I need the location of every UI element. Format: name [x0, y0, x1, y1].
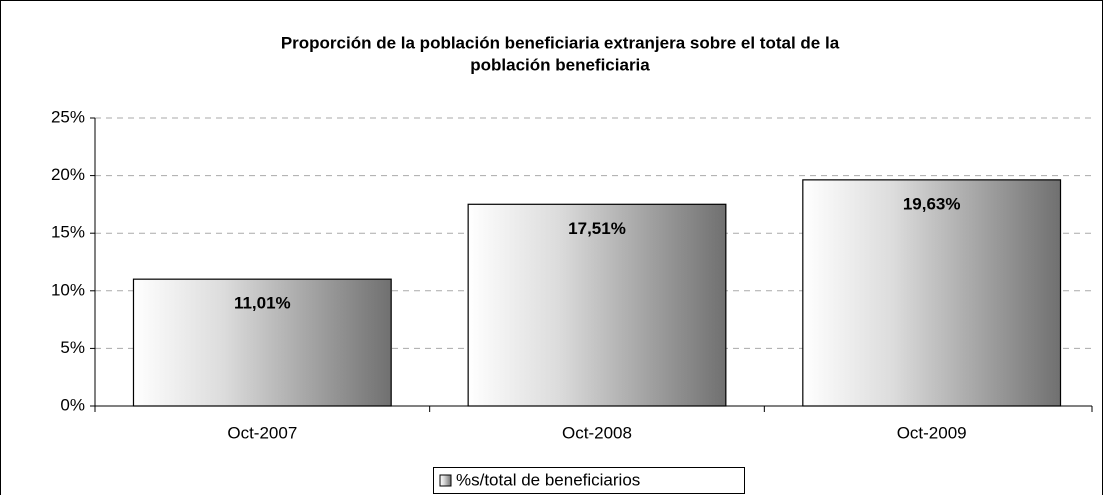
x-tick-label: Oct-2009	[897, 423, 967, 442]
x-tick-label: Oct-2008	[562, 423, 632, 442]
y-tick-label: 20%	[51, 165, 85, 184]
legend-label: %s/total de beneficiarios	[456, 470, 640, 489]
y-tick-label: 5%	[60, 338, 85, 357]
y-tick-label: 0%	[60, 395, 85, 414]
data-label: 11,01%	[234, 294, 291, 313]
legend-box	[433, 467, 745, 494]
bar	[467, 203, 727, 407]
bar	[132, 278, 392, 407]
legend-swatch	[439, 474, 452, 487]
y-tick-label: 25%	[51, 107, 85, 126]
data-label: 17,51%	[568, 219, 626, 238]
y-tick-label: 10%	[51, 280, 85, 299]
chart-title: Proporción de la población beneficiaria …	[281, 33, 840, 52]
y-tick-label: 15%	[51, 223, 85, 242]
data-label: 19,63%	[903, 194, 961, 213]
x-tick-label: Oct-2007	[227, 423, 297, 442]
bar	[802, 179, 1062, 407]
legend: %s/total de beneficiarios	[433, 467, 745, 494]
chart-title: población beneficiaria	[470, 55, 650, 74]
